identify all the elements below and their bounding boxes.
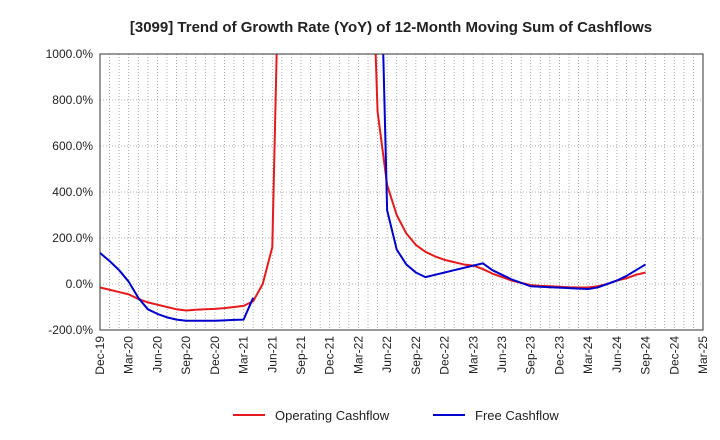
y-tick-label: 0.0%	[66, 277, 94, 291]
y-tick-label: 1000.0%	[46, 47, 94, 61]
x-tick-label: Jun-23	[495, 336, 509, 373]
legend-label: Operating Cashflow	[275, 408, 390, 423]
x-tick-label: Sep-21	[294, 336, 308, 375]
x-tick-label: Mar-25	[696, 336, 710, 374]
y-tick-label: 600.0%	[52, 139, 93, 153]
y-tick-label: 800.0%	[52, 93, 93, 107]
y-tick-label: 400.0%	[52, 185, 93, 199]
legend: Operating Cashflow Free Cashflow	[233, 408, 559, 423]
x-tick-label: Mar-22	[351, 336, 365, 374]
x-tick-label: Mar-21	[237, 336, 251, 374]
series-line-free-cashflow	[100, 54, 647, 322]
x-tick-label: Dec-22	[438, 336, 452, 375]
legend-label: Free Cashflow	[475, 408, 559, 423]
y-tick-label: 200.0%	[52, 231, 93, 245]
grid	[99, 53, 704, 331]
x-tick-label: Dec-21	[323, 336, 337, 375]
x-tick-label: Jun-20	[150, 336, 164, 373]
x-tick-label: Jun-22	[380, 336, 394, 373]
x-tick-label: Sep-24	[639, 336, 653, 375]
x-tick-label: Dec-24	[667, 336, 681, 375]
x-tick-label: Sep-22	[409, 336, 423, 375]
x-tick-label: Jun-21	[265, 336, 279, 373]
series-line-operating-cashflow	[100, 54, 646, 312]
x-tick-label: Dec-20	[208, 336, 222, 375]
y-tick-label: -200.0%	[48, 323, 93, 337]
x-tick-label: Sep-20	[179, 336, 193, 375]
chart-title: [3099] Trend of Growth Rate (YoY) of 12-…	[130, 19, 652, 36]
plot-frame	[99, 53, 704, 331]
x-tick-label: Dec-23	[552, 336, 566, 375]
y-axis-ticks: -200.0% 0.0% 200.0% 400.0% 600.0% 800.0% 1000.…	[46, 47, 94, 337]
x-tick-label: Sep-23	[524, 336, 538, 375]
x-tick-label: Mar-23	[466, 336, 480, 374]
x-tick-label: Jun-24	[610, 336, 624, 373]
x-tick-label: Mar-20	[122, 336, 136, 374]
x-tick-label: Dec-19	[93, 336, 107, 375]
series-layer	[100, 54, 647, 322]
x-tick-label: Mar-24	[581, 336, 595, 374]
x-axis-ticks: Dec-19 Mar-20 Jun-20 Sep-20 Dec-20 Mar-21 Jun-…	[93, 336, 710, 375]
